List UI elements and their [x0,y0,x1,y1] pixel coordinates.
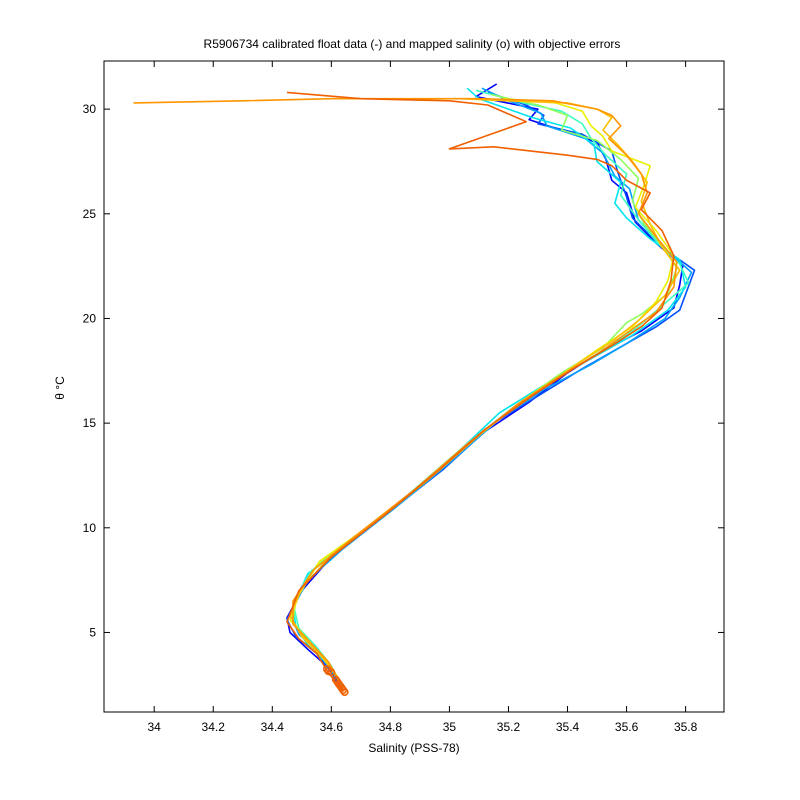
x-tick-label: 35.2 [497,720,521,734]
y-tick-label: 5 [89,625,96,639]
x-tick-label: 34.6 [320,720,344,734]
series-line-8 [289,97,681,677]
series-line-9 [133,97,678,684]
y-tick-label: 25 [83,207,97,221]
y-tick-label: 10 [83,521,97,535]
x-tick-label: 34.4 [261,720,285,734]
x-tick-label: 35.6 [615,720,639,734]
series-line-3 [289,87,693,688]
series-line-6 [292,93,678,684]
series-line-2 [286,91,696,690]
x-tick-label: 35.4 [556,720,580,734]
y-tick-label: 30 [83,102,97,116]
x-tick-label: 34.8 [379,720,403,734]
mapped-salinity-markers [322,665,349,697]
x-axis-title: Salinity (PSS-78) [368,741,459,755]
series-layer [133,83,696,692]
series-line-10 [286,91,675,692]
x-tick-label: 35.8 [674,720,698,734]
plot-frame [103,60,725,713]
series-line-5 [292,89,690,686]
x-tick-label: 34.2 [202,720,226,734]
chart-title: R5906734 calibrated float data (-) and m… [204,37,621,51]
x-tick-label: 35 [443,720,457,734]
mapped-point [327,668,336,677]
y-tick-label: 15 [83,416,97,430]
x-axis: 34 34.2 34.4 34.6 34.8 35 35.2 35.4 35.6 35.8 [148,61,698,734]
y-tick-label: 20 [83,311,97,325]
series-line-4 [292,87,687,679]
y-axis: 5 10 15 20 25 30 [83,102,724,639]
series-line-1 [286,83,684,692]
mapped-point [340,688,349,697]
x-tick-label: 34 [148,720,162,734]
series-line-7 [289,97,675,682]
y-axis-title: θ °C [53,376,67,400]
